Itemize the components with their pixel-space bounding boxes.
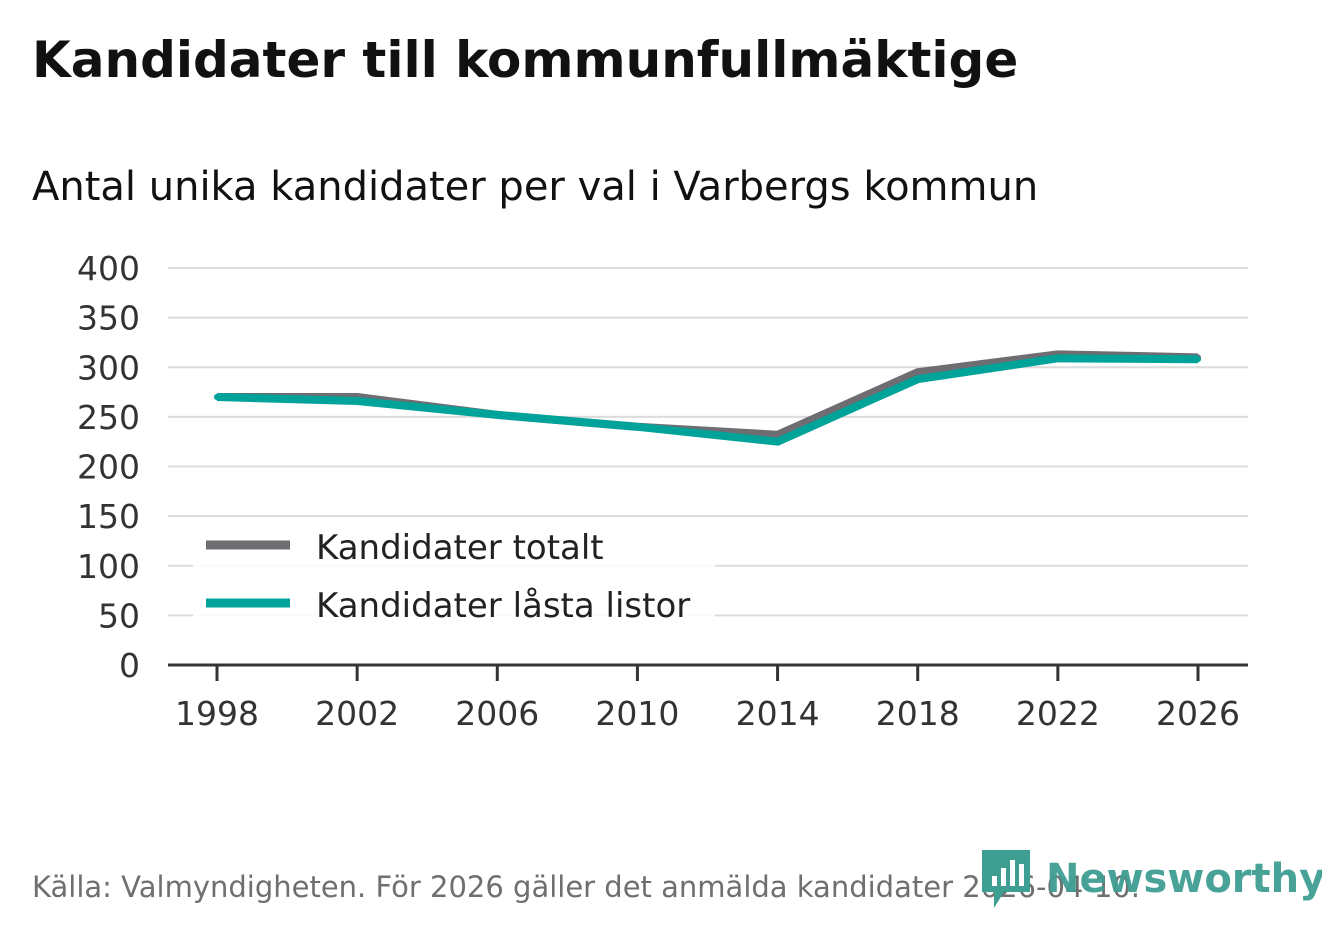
y-tick-label: 0 xyxy=(119,646,140,685)
series-lines xyxy=(214,350,1201,446)
legend-background xyxy=(193,520,715,628)
y-tick-label: 150 xyxy=(77,497,140,536)
data-point-lasta-listor-1998 xyxy=(214,394,220,401)
x-tick-label: 2018 xyxy=(876,694,960,733)
x-tick-label: 2006 xyxy=(455,694,539,733)
y-tick-label: 100 xyxy=(77,547,140,586)
chart-title: Kandidater till kommunfullmäktige xyxy=(32,31,1019,89)
y-tick-label: 50 xyxy=(98,596,140,635)
series-line-lasta-listor xyxy=(216,354,1199,446)
y-tick-label: 200 xyxy=(77,448,140,487)
y-tick-label: 400 xyxy=(77,249,140,288)
y-axis: 0 50 100 150 200 250 300 350 400 xyxy=(77,249,140,685)
data-point-lasta-listor-2002 xyxy=(354,397,361,404)
data-point-totalt-2018 xyxy=(914,369,921,376)
x-tick-label: 1998 xyxy=(175,694,259,733)
chart-subtitle: Antal unika kandidater per val i Varberg… xyxy=(32,164,1039,210)
newsworthy-logo: Newsworthy xyxy=(982,850,1322,908)
data-point-lasta-listor-2010 xyxy=(634,423,641,430)
y-tick-label: 300 xyxy=(77,348,140,387)
data-point-lasta-listor-2006 xyxy=(494,411,501,418)
data-point-lasta-listor-2014 xyxy=(774,438,781,445)
x-tick-label: 2022 xyxy=(1016,694,1100,733)
x-tick-label: 2002 xyxy=(315,694,399,733)
y-tick-label: 350 xyxy=(77,299,140,338)
x-tick-label: 2026 xyxy=(1156,694,1240,733)
y-tick-label: 250 xyxy=(77,398,140,437)
gridlines xyxy=(168,267,1248,617)
newsworthy-logo-text: Newsworthy xyxy=(1046,856,1322,902)
data-point-totalt-2014 xyxy=(774,431,781,438)
data-point-lasta-listor-2018 xyxy=(914,376,921,383)
legend-label-lasta-listor: Kandidater låsta listor xyxy=(316,586,690,626)
data-point-lasta-listor-2022 xyxy=(1054,355,1061,362)
data-point-lasta-listor-2026 xyxy=(1195,356,1201,363)
x-axis: 1998 2002 2006 2010 2014 2018 2022 2026 xyxy=(168,663,1248,733)
newsworthy-logo-icon xyxy=(982,850,1030,908)
source-note: Källa: Valmyndigheten. För 2026 gäller d… xyxy=(32,870,1140,904)
legend-label-totalt: Kandidater totalt xyxy=(316,528,604,568)
x-tick-label: 2010 xyxy=(595,694,679,733)
legend: Kandidater totalt Kandidater låsta listo… xyxy=(193,520,715,628)
x-tick-label: 2014 xyxy=(736,694,820,733)
